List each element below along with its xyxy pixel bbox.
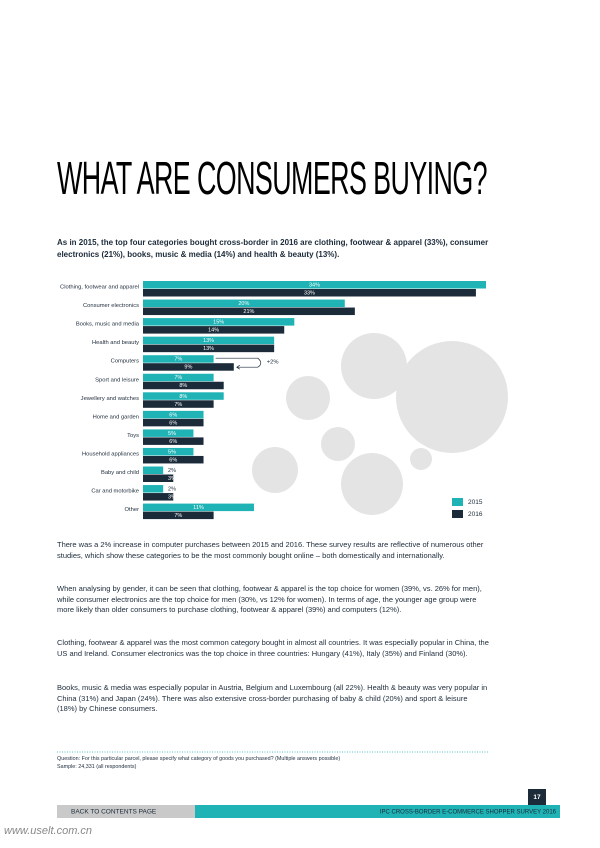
legend-swatch [452, 498, 463, 506]
bar-label: 34% [309, 282, 320, 288]
bar-label: 13% [203, 346, 214, 352]
category-label: Toys [127, 433, 139, 439]
bar-label: 7% [174, 375, 182, 381]
footer-title: IPC CROSS-BORDER E-COMMERCE SHOPPER SURV… [380, 810, 557, 816]
category-label: Baby and child [101, 470, 139, 476]
back-button[interactable] [57, 805, 195, 818]
paragraph: When analysing by gender, it can be seen… [57, 584, 482, 614]
bar [143, 503, 254, 512]
bar-label: 6% [169, 439, 177, 445]
footer-bar [195, 805, 560, 818]
category-label: Computers [111, 359, 139, 365]
bar [143, 289, 476, 297]
legend-label: 2016 [468, 511, 483, 518]
bar-label: 5% [168, 431, 176, 437]
bar [143, 418, 204, 427]
back-link[interactable]: BACK TO CONTENTS PAGE [71, 809, 157, 816]
bar-label: 3% [168, 476, 176, 482]
category-label: Health and beauty [92, 340, 139, 346]
page-number: 17 [533, 794, 541, 801]
category-label: Books, music and media [76, 322, 140, 328]
bar [143, 400, 214, 408]
category-label: Sport and leisure [95, 377, 139, 383]
icon-circles [252, 333, 508, 515]
bar-label: 5% [168, 449, 176, 455]
bar [143, 381, 224, 390]
category-label: Home and garden [93, 414, 139, 420]
bar-label: 7% [174, 402, 182, 408]
bar-label: 33% [304, 290, 315, 296]
bar [143, 392, 224, 400]
bar [143, 326, 285, 334]
watermark: www.uselt.com.cn [4, 825, 92, 837]
footnote-sample: Sample: 24,331 (all respondents) [57, 764, 137, 770]
bar [143, 474, 174, 482]
bar [143, 429, 194, 437]
bar [143, 437, 204, 445]
category-label: Consumer electronics [83, 303, 139, 309]
subtitle: As in 2015, the top four categories boug… [57, 238, 489, 259]
page-title: WHAT ARE CONSUMERS BUYING? [57, 152, 487, 204]
category-label: Other [125, 507, 140, 513]
bar-chart: Clothing, footwear and apparel 34% 33% Cons… [60, 281, 486, 520]
bar [143, 355, 214, 363]
bar-label: 13% [203, 338, 214, 344]
annotation: +2% [267, 360, 279, 366]
bar [143, 281, 486, 289]
bar [143, 336, 275, 345]
bar [143, 299, 345, 308]
bar-label: 3% [168, 495, 176, 501]
bar-label: 7% [174, 357, 182, 363]
bar-label: 7% [174, 513, 182, 519]
bar-label: 6% [169, 420, 177, 426]
legend-label: 2015 [468, 499, 483, 506]
bar [143, 493, 174, 501]
paragraph: Books, music & media was especially popu… [57, 683, 488, 713]
bar-label: 14% [208, 328, 219, 334]
bar [143, 363, 234, 371]
bar-label: 8% [179, 383, 187, 389]
paragraph: There was a 2% increase in computer purc… [57, 540, 484, 560]
bar-label: 15% [213, 320, 224, 326]
bar-label: 6% [169, 412, 177, 418]
page-number-box [528, 789, 546, 805]
bar-label: 9% [184, 365, 192, 371]
bar [143, 466, 164, 474]
bar [143, 511, 214, 520]
bar [143, 318, 295, 326]
bar [143, 373, 214, 382]
bar-label: 2% [168, 487, 176, 493]
bar [143, 344, 275, 353]
annotation-arrow [215, 357, 262, 370]
bar-label: 6% [169, 457, 177, 463]
bar-label: 2% [168, 468, 176, 474]
bar [143, 410, 204, 419]
bar-label: 20% [238, 301, 249, 307]
bar-label: 8% [179, 394, 187, 400]
category-label: Household appliances [82, 451, 139, 457]
category-label: Jewellery and watches [81, 396, 139, 402]
category-label: Car and motorbike [91, 489, 139, 495]
bar [143, 307, 355, 316]
paragraph: Clothing, footwear & apparel was the mos… [57, 638, 489, 658]
legend-swatch [452, 510, 463, 518]
footnote-question: Question: For this particular parcel, pl… [57, 756, 341, 762]
bar [143, 455, 204, 464]
category-label: Clothing, footwear and apparel [60, 285, 139, 291]
bar-label: 21% [243, 309, 254, 315]
bar-label: 11% [193, 505, 204, 511]
bar [143, 447, 194, 456]
bar [143, 485, 164, 493]
